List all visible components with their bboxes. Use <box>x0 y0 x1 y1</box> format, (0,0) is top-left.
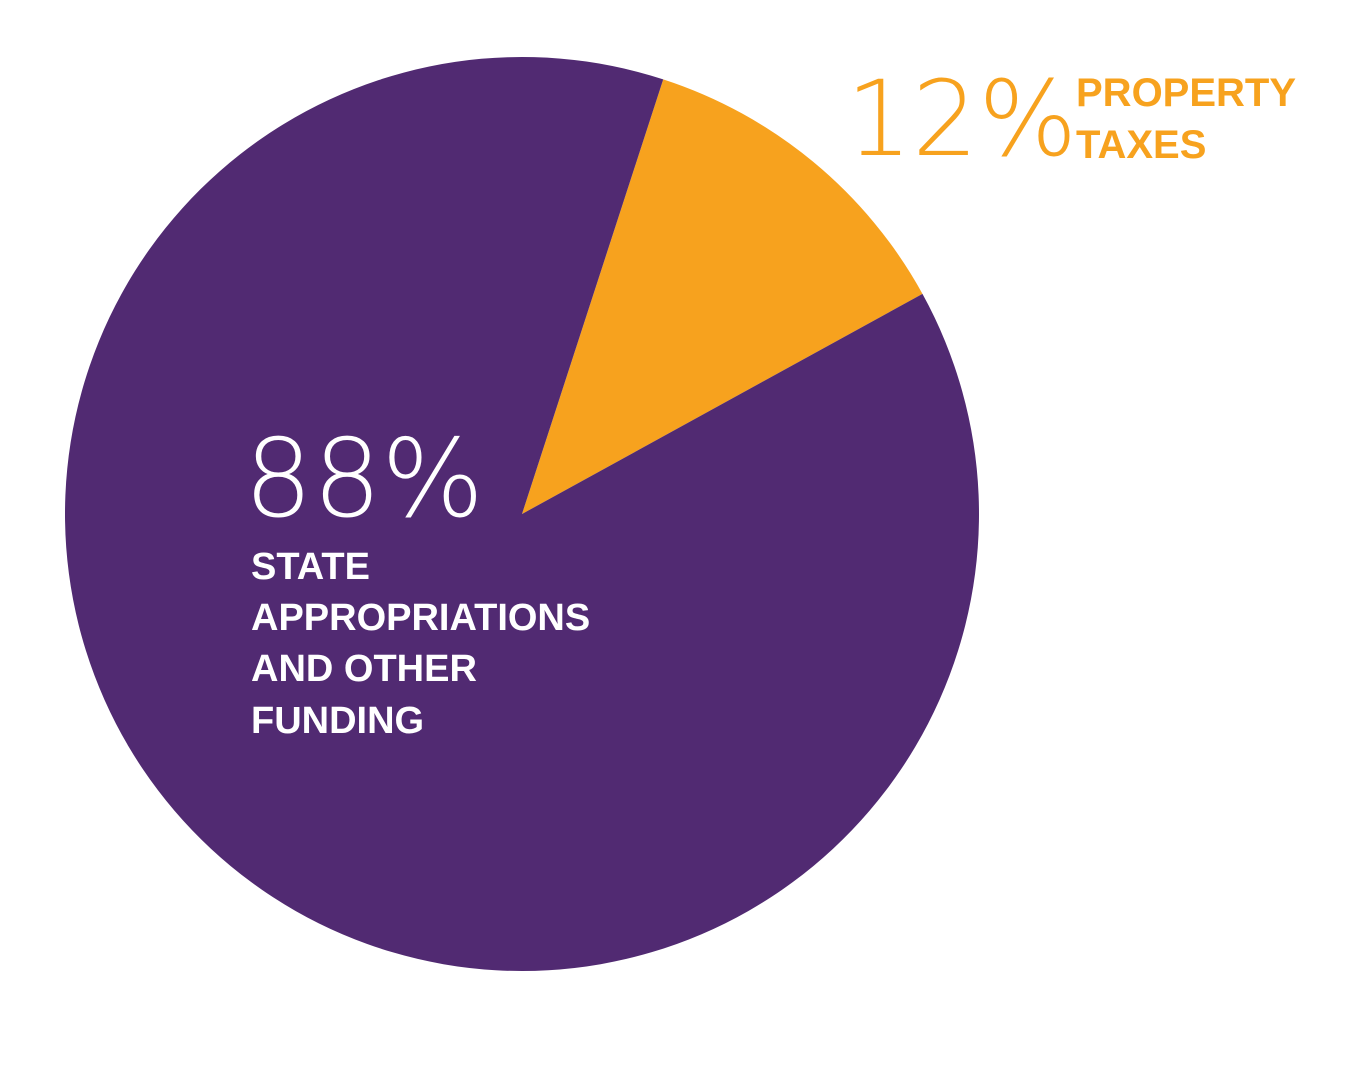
property-taxes-category-label-line-2: TAXES <box>1076 123 1206 167</box>
pie-slice-property <box>522 79 923 515</box>
state-appropriations-category-label-line-1: STATE <box>251 546 370 588</box>
property-taxes-percent-label: 12% <box>846 58 1077 180</box>
state-appropriations-category-label-line-3: AND OTHER <box>251 648 477 690</box>
state-appropriations-category-label-line-2: APPROPRIATIONS <box>251 597 590 639</box>
pie-slice-state <box>64 57 979 972</box>
property-taxes-category-label-line-1: PROPERTY <box>1076 71 1296 115</box>
pie-slices <box>64 57 979 972</box>
state-appropriations-category-label-line-4: FUNDING <box>251 700 424 742</box>
state-appropriations-percent-label: 88% <box>244 417 484 542</box>
